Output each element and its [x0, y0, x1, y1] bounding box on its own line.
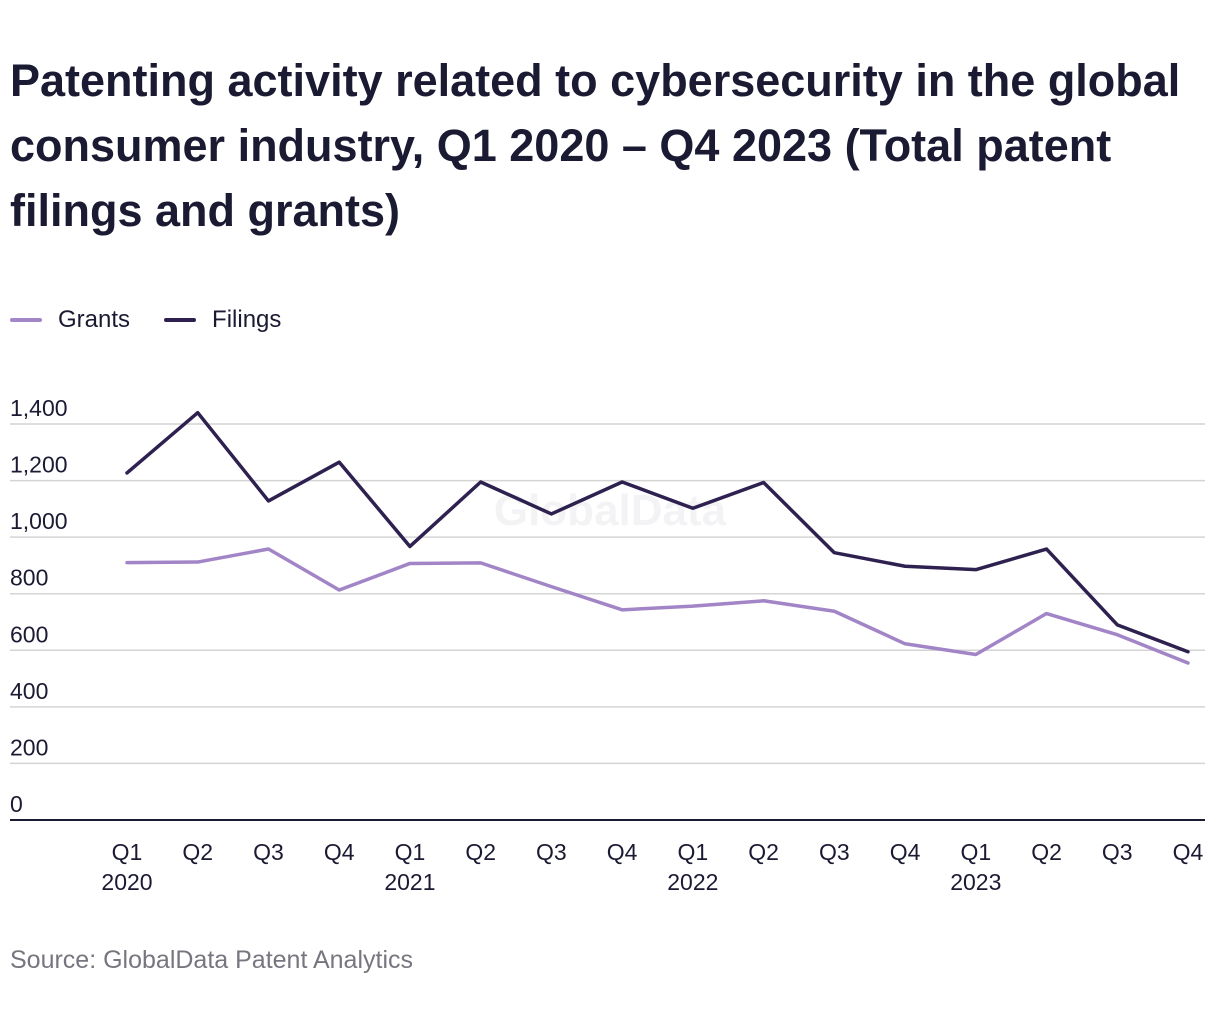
y-tick-label: 0 — [10, 791, 23, 817]
x-tick-label: Q1 — [960, 839, 991, 865]
x-tick-label: Q2 — [748, 839, 779, 865]
x-tick-label: Q3 — [819, 839, 850, 865]
x-tick-label: Q2 — [1031, 839, 1062, 865]
x-tick-year-label: 2021 — [384, 869, 435, 895]
chart-title: Patenting activity related to cybersecur… — [10, 55, 1181, 236]
series-line-filings — [125, 410, 1190, 654]
x-tick-year-label: 2023 — [950, 869, 1001, 895]
x-tick-label: Q3 — [536, 839, 567, 865]
y-tick-label: 800 — [10, 565, 48, 591]
y-tick-label: 1,200 — [10, 452, 68, 478]
x-tick-label: Q4 — [324, 839, 355, 865]
x-tick-label: Q2 — [182, 839, 213, 865]
x-tick-label: Q4 — [607, 839, 638, 865]
y-tick-label: 600 — [10, 621, 48, 647]
watermark: GlobalData — [494, 486, 727, 535]
x-tick-label: Q4 — [1173, 839, 1204, 865]
x-tick-label: Q3 — [1102, 839, 1133, 865]
x-tick-label: Q4 — [890, 839, 921, 865]
x-tick-year-label: 2022 — [667, 869, 718, 895]
series-line-grants — [125, 547, 1190, 665]
line-chart: GlobalData 0 200 400 600 800 1,000 1,200 1,400 Q1… — [10, 395, 1205, 895]
y-tick-label: 400 — [10, 678, 48, 704]
x-tick-year-label: 2020 — [101, 869, 152, 895]
legend-label-grants: Grants — [58, 306, 131, 333]
x-tick-label: Q1 — [678, 839, 709, 865]
x-tick-label: Q1 — [112, 839, 143, 865]
legend-swatch-grants — [10, 318, 42, 322]
legend: Grants Filings — [10, 306, 315, 334]
x-tick-label: Q1 — [395, 839, 426, 865]
y-tick-label: 1,400 — [10, 395, 68, 421]
y-tick-label: 1,000 — [10, 508, 68, 534]
x-tick-label: Q3 — [253, 839, 284, 865]
source-note: Source: GlobalData Patent Analytics — [10, 946, 414, 974]
legend-item-grants[interactable]: Grants — [10, 306, 130, 334]
legend-swatch-filings — [164, 318, 197, 322]
legend-label-filings: Filings — [212, 306, 282, 333]
legend-item-filings[interactable]: Filings — [164, 306, 281, 334]
y-tick-label: 200 — [10, 734, 48, 760]
x-tick-label: Q2 — [465, 839, 496, 865]
